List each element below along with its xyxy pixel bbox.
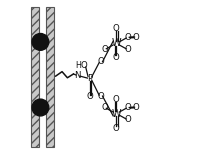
Text: O: O <box>112 124 119 133</box>
Text: O: O <box>112 53 119 62</box>
Text: O: O <box>86 92 92 101</box>
Circle shape <box>32 34 49 50</box>
Text: O: O <box>80 61 87 70</box>
Text: P: P <box>86 74 92 83</box>
Text: O: O <box>132 32 139 42</box>
Text: O: O <box>112 24 119 33</box>
Text: O: O <box>124 45 130 54</box>
Text: H: H <box>74 61 80 70</box>
Text: N: N <box>74 71 81 80</box>
Text: O: O <box>101 103 108 112</box>
Text: O: O <box>112 95 119 104</box>
Text: W: W <box>111 109 120 119</box>
Text: O: O <box>124 115 130 124</box>
Text: W: W <box>111 38 120 48</box>
Text: O: O <box>97 92 104 101</box>
Circle shape <box>32 99 49 116</box>
Text: O: O <box>124 33 130 42</box>
Bar <box>31 7 39 147</box>
Text: O: O <box>132 103 139 112</box>
Bar <box>46 7 54 147</box>
Text: O: O <box>101 45 108 54</box>
Text: O: O <box>124 103 130 112</box>
Text: O: O <box>97 57 104 66</box>
